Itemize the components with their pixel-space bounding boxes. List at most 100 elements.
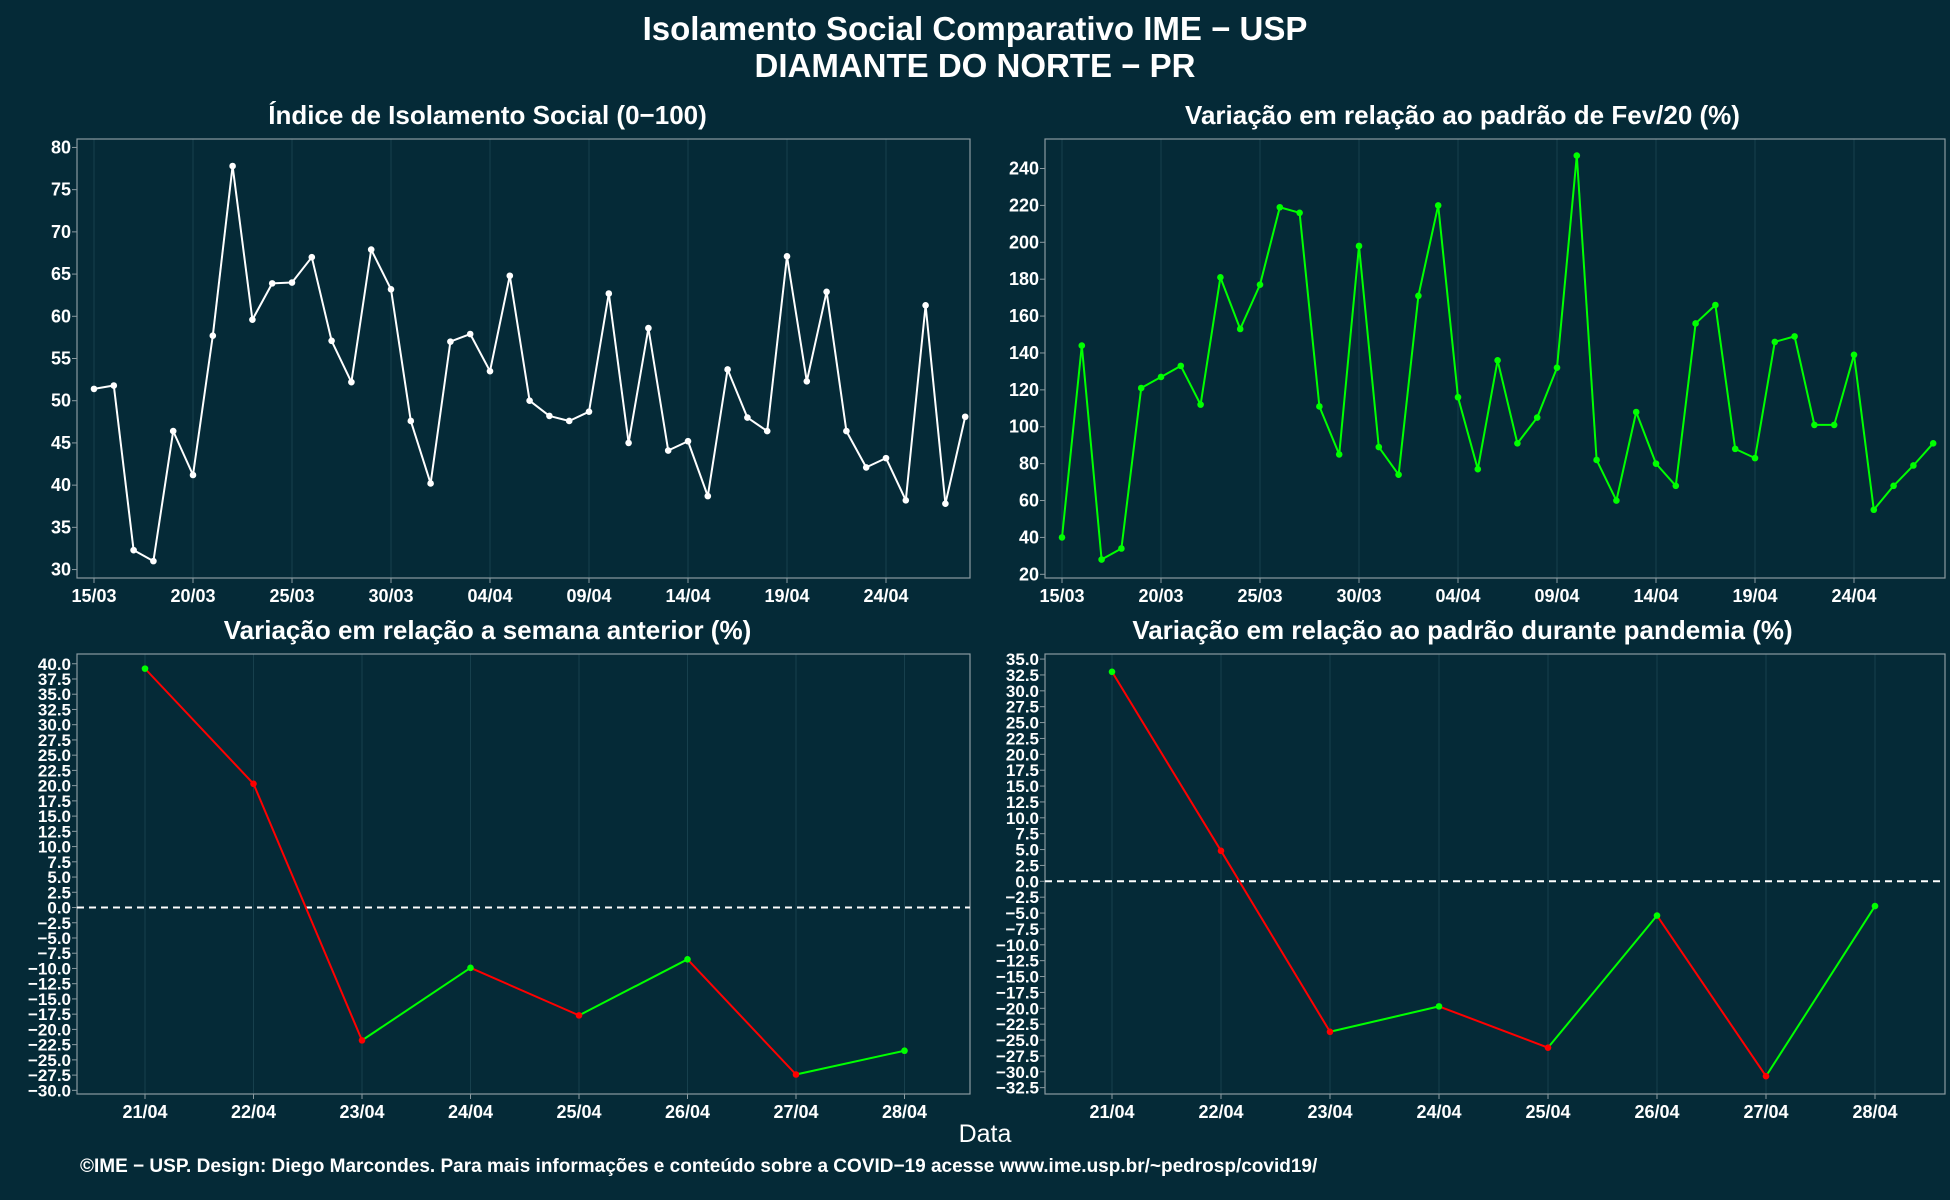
data-point — [1108, 668, 1116, 676]
chart-panel-variation-week: Variação em relação a semana anterior (%… — [0, 615, 975, 1122]
data-point — [1415, 292, 1422, 300]
y-tick-label: 30 — [51, 560, 71, 580]
y-tick-label: 75 — [51, 180, 71, 200]
series-segment — [1714, 304, 1737, 450]
y-tick-label: −25.0 — [28, 1051, 71, 1070]
data-point — [249, 316, 256, 323]
series-segment — [686, 958, 797, 1076]
data-point — [922, 302, 929, 309]
series-segment — [1111, 671, 1222, 852]
y-tick-label: 180 — [1009, 269, 1039, 289]
series-segment — [627, 327, 650, 444]
x-tick-label: 28/04 — [1852, 1102, 1897, 1122]
series-segment — [726, 369, 749, 418]
data-point — [961, 413, 969, 421]
series-segment — [1199, 277, 1222, 405]
data-point — [575, 1012, 583, 1019]
series-segment — [549, 414, 570, 422]
y-tick-label: 12.5 — [38, 822, 71, 841]
chart-panel-isolation-index: Índice de Isolamento Social (0−100) 15/0… — [0, 100, 975, 610]
y-tick-label: 25.0 — [1006, 714, 1039, 733]
series-segment — [361, 967, 472, 1042]
series-segment — [1259, 207, 1281, 285]
x-tick-label: 09/04 — [1534, 586, 1579, 606]
data-point — [1375, 443, 1383, 451]
main-title-line2: DIAMANTE DO NORTE − PR — [754, 47, 1196, 84]
y-tick-label: 80 — [51, 137, 71, 157]
data-point — [684, 956, 691, 963]
series-segment — [1329, 1005, 1440, 1033]
series-segment — [1101, 547, 1122, 561]
series-segment — [144, 667, 255, 785]
y-tick-label: −15.0 — [28, 990, 71, 1009]
data-point — [1533, 414, 1541, 421]
y-tick-label: 22.5 — [1006, 729, 1039, 748]
data-point — [308, 253, 316, 261]
data-point — [110, 382, 118, 389]
y-tick-label: 70 — [51, 222, 71, 242]
chart-title: Variação em relação a semana anterior (%… — [223, 615, 752, 645]
data-point — [358, 1037, 366, 1044]
data-point — [882, 454, 890, 462]
series-segment — [1793, 336, 1816, 426]
series-segment — [706, 369, 729, 497]
x-tick-label: 24/04 — [1416, 1102, 1461, 1122]
y-tick-label: 15.0 — [38, 807, 71, 826]
data-point — [229, 162, 236, 170]
series-segment — [1220, 850, 1331, 1033]
series-segment — [1615, 411, 1638, 501]
data-point — [1553, 364, 1561, 372]
x-tick-label: 04/04 — [1435, 586, 1480, 606]
series-segment — [607, 293, 630, 444]
data-point — [1870, 506, 1878, 514]
data-point — [1890, 482, 1897, 490]
x-tick-label: 25/04 — [1525, 1102, 1570, 1122]
y-tick-label: 200 — [1009, 232, 1039, 252]
data-point — [1058, 534, 1066, 541]
data-point — [1197, 401, 1204, 408]
data-point — [1078, 342, 1086, 349]
y-tick-label: 32.5 — [38, 700, 71, 719]
data-point — [1653, 912, 1661, 919]
series-segment — [1358, 245, 1380, 448]
data-point — [1217, 274, 1224, 281]
x-tick-label: 30/03 — [1336, 586, 1381, 606]
y-tick-label: −7.5 — [37, 944, 71, 963]
data-point — [1474, 465, 1482, 473]
y-tick-label: 40 — [51, 475, 71, 495]
data-point — [862, 464, 870, 471]
data-point — [1672, 482, 1680, 490]
series-segment — [370, 249, 392, 290]
series-segment — [489, 275, 511, 372]
series-segment — [1873, 485, 1895, 511]
y-tick-label: 12.5 — [1006, 793, 1039, 812]
y-tick-label: 35 — [51, 517, 71, 537]
x-tick-label: 24/04 — [448, 1102, 493, 1122]
x-tick-label: 20/03 — [1138, 586, 1183, 606]
series-segment — [1595, 459, 1618, 501]
data-point — [1434, 202, 1442, 209]
series-segment — [1734, 447, 1756, 460]
data-point — [506, 272, 514, 280]
series-segment — [1754, 341, 1776, 459]
y-tick-label: 40.0 — [38, 655, 71, 674]
data-point — [1454, 393, 1462, 401]
y-tick-label: 100 — [1009, 417, 1039, 437]
data-point — [1355, 242, 1363, 250]
series-segment — [1179, 365, 1202, 406]
data-point — [141, 665, 149, 672]
data-point — [1137, 384, 1145, 392]
y-tick-label: 20.0 — [38, 777, 71, 796]
chart-title: Índice de Isolamento Social (0−100) — [268, 100, 707, 130]
data-point — [1632, 408, 1640, 416]
y-tick-label: 20 — [1019, 564, 1039, 584]
series-segment — [1298, 212, 1321, 407]
data-point — [1256, 281, 1264, 289]
series-segment — [528, 399, 551, 417]
data-point — [130, 546, 137, 554]
y-tick-label: 10.0 — [1006, 809, 1039, 828]
y-tick-label: 17.5 — [38, 792, 71, 811]
y-tick-label: −20.0 — [28, 1020, 71, 1039]
data-point — [1929, 440, 1937, 447]
y-tick-label: 240 — [1009, 159, 1039, 179]
